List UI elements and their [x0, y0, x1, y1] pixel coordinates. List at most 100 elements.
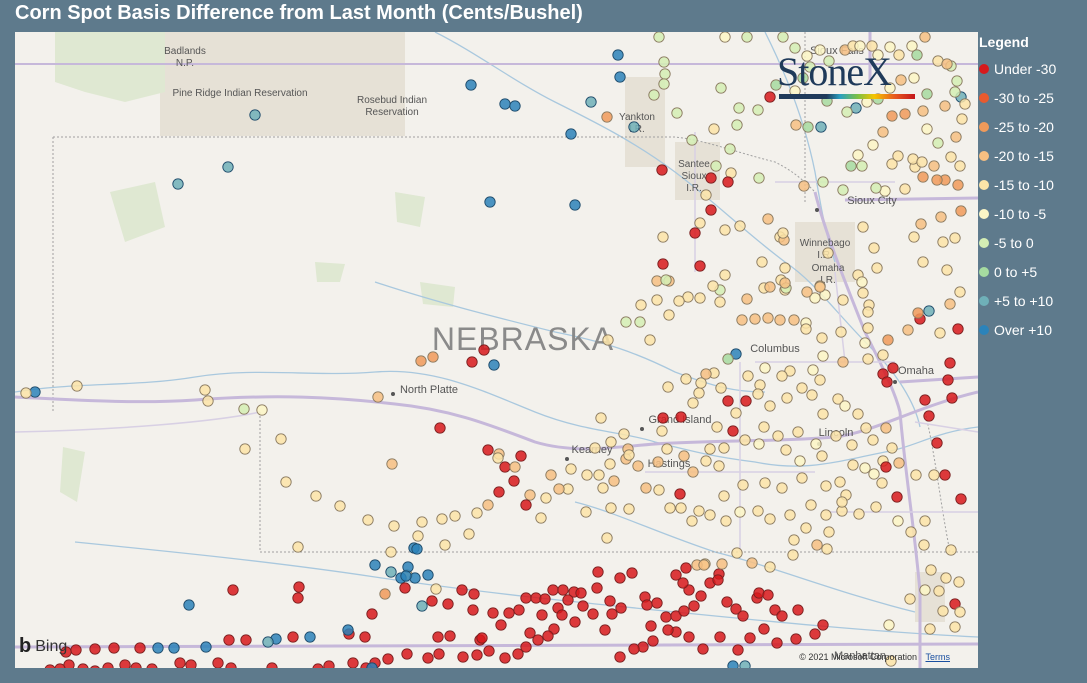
map-data-point[interactable] — [940, 572, 952, 584]
map-data-point[interactable] — [457, 651, 469, 663]
map-data-point[interactable] — [770, 79, 782, 91]
map-data-point[interactable] — [764, 281, 776, 293]
map-data-point[interactable] — [937, 605, 949, 617]
map-data-point[interactable] — [781, 392, 793, 404]
map-data-point[interactable] — [744, 632, 756, 644]
map-data-point[interactable] — [401, 648, 413, 660]
map-data-point[interactable] — [416, 600, 428, 612]
map-data-point[interactable] — [886, 442, 898, 454]
map-data-point[interactable] — [856, 276, 868, 288]
map-data-point[interactable] — [834, 476, 846, 488]
map-data-point[interactable] — [575, 587, 587, 599]
map-data-point[interactable] — [686, 134, 698, 146]
map-data-point[interactable] — [917, 171, 929, 183]
map-data-point[interactable] — [764, 513, 776, 525]
map-data-point[interactable] — [172, 178, 184, 190]
map-data-point[interactable] — [223, 634, 235, 646]
map-data-point[interactable] — [820, 509, 832, 521]
map-data-point[interactable] — [509, 100, 521, 112]
map-data-point[interactable] — [222, 161, 234, 173]
map-data-point[interactable] — [718, 490, 730, 502]
map-data-point[interactable] — [758, 421, 770, 433]
map-data-point[interactable] — [628, 121, 640, 133]
map-data-point[interactable] — [647, 635, 659, 647]
map-data-point[interactable] — [670, 569, 682, 581]
map-data-point[interactable] — [704, 443, 716, 455]
map-data-point[interactable] — [916, 156, 928, 168]
map-data-point[interactable] — [727, 660, 739, 668]
map-data-point[interactable] — [811, 539, 823, 551]
map-data-point[interactable] — [801, 286, 813, 298]
map-data-point[interactable] — [955, 493, 967, 505]
map-data-point[interactable] — [499, 461, 511, 473]
map-data-point[interactable] — [102, 662, 114, 668]
map-data-point[interactable] — [862, 322, 874, 334]
map-data-point[interactable] — [310, 490, 322, 502]
map-data-point[interactable] — [174, 657, 186, 668]
legend-item[interactable]: Under -30 — [979, 54, 1087, 83]
map-data-point[interactable] — [524, 489, 536, 501]
map-data-point[interactable] — [809, 292, 821, 304]
map-data-point[interactable] — [388, 520, 400, 532]
map-data-point[interactable] — [493, 486, 505, 498]
map-data-point[interactable] — [923, 305, 935, 317]
map-data-point[interactable] — [547, 584, 559, 596]
map-data-point[interactable] — [695, 590, 707, 602]
map-data-point[interactable] — [955, 205, 967, 217]
map-data-point[interactable] — [712, 574, 724, 586]
legend-item[interactable]: -25 to -20 — [979, 112, 1087, 141]
map-data-point[interactable] — [587, 608, 599, 620]
map-data-point[interactable] — [495, 619, 507, 631]
map-data-point[interactable] — [749, 313, 761, 325]
map-data-point[interactable] — [678, 605, 690, 617]
map-data-point[interactable] — [837, 294, 849, 306]
map-data-point[interactable] — [499, 652, 511, 664]
map-data-point[interactable] — [902, 324, 914, 336]
map-data-point[interactable] — [949, 86, 961, 98]
map-data-point[interactable] — [734, 506, 746, 518]
map-data-point[interactable] — [836, 496, 848, 508]
map-data-point[interactable] — [895, 74, 907, 86]
map-data-point[interactable] — [90, 665, 100, 668]
map-data-point[interactable] — [146, 663, 158, 668]
map-data-point[interactable] — [739, 434, 751, 446]
map-data-point[interactable] — [859, 337, 871, 349]
map-data-point[interactable] — [262, 636, 274, 648]
map-data-point[interactable] — [540, 492, 552, 504]
map-data-point[interactable] — [660, 274, 672, 286]
map-data-point[interactable] — [225, 662, 237, 668]
map-data-point[interactable] — [911, 49, 923, 61]
map-data-point[interactable] — [130, 662, 142, 668]
map-data-point[interactable] — [152, 642, 164, 654]
map-data-point[interactable] — [801, 50, 813, 62]
map-data-point[interactable] — [905, 526, 917, 538]
map-data-point[interactable] — [658, 78, 670, 90]
map-data-point[interactable] — [545, 469, 557, 481]
map-data-point[interactable] — [742, 370, 754, 382]
map-data-point[interactable] — [893, 49, 905, 61]
map-data-point[interactable] — [932, 137, 944, 149]
map-data-point[interactable] — [839, 400, 851, 412]
map-data-point[interactable] — [608, 475, 620, 487]
map-data-point[interactable] — [832, 393, 844, 405]
map-data-point[interactable] — [790, 119, 802, 131]
map-data-point[interactable] — [899, 183, 911, 195]
map-data-point[interactable] — [640, 482, 652, 494]
map-data-point[interactable] — [648, 89, 660, 101]
map-data-point[interactable] — [727, 425, 739, 437]
map-data-point[interactable] — [882, 334, 894, 346]
map-data-point[interactable] — [817, 176, 829, 188]
map-data-point[interactable] — [656, 425, 668, 437]
map-data-point[interactable] — [866, 40, 878, 52]
map-data-point[interactable] — [659, 68, 671, 80]
map-data-point[interactable] — [886, 110, 898, 122]
map-data-point[interactable] — [520, 641, 532, 653]
map-data-point[interactable] — [710, 160, 722, 172]
map-data-point[interactable] — [880, 461, 892, 473]
map-data-point[interactable] — [815, 121, 827, 133]
map-data-point[interactable] — [415, 355, 427, 367]
map-data-point[interactable] — [287, 631, 299, 643]
map-data-point[interactable] — [871, 262, 883, 274]
map-data-point[interactable] — [771, 637, 783, 649]
map-data-point[interactable] — [852, 149, 864, 161]
